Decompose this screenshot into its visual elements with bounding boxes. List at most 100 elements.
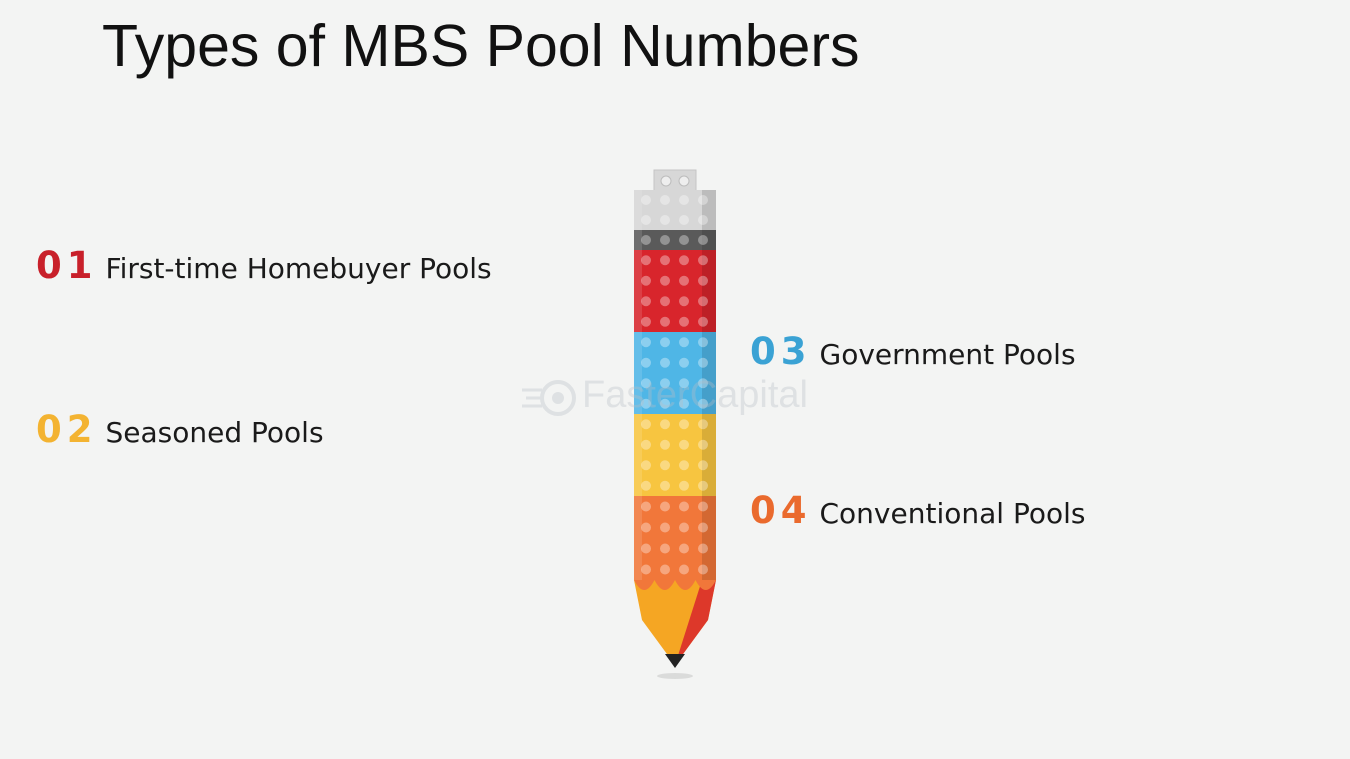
watermark: FasterCapital: [520, 370, 810, 430]
brick-stud: [679, 543, 689, 554]
brick-stud: [641, 480, 651, 491]
pencil-segment: [634, 496, 716, 580]
brick-stud: [679, 522, 689, 533]
pencil-segment: [634, 250, 716, 332]
item-label: Government Pools: [819, 338, 1076, 371]
brick-stud: [698, 398, 708, 409]
list-item-first-time-homebuyer: 01 First-time Homebuyer Pools: [36, 244, 492, 287]
brick-stud: [698, 215, 708, 225]
segment-shade: [702, 332, 716, 414]
item-number: 04: [750, 489, 812, 532]
brick-stud: [641, 275, 651, 286]
pencil-shadow: [657, 673, 693, 679]
segment-highlight: [634, 250, 642, 332]
brick-stud: [679, 195, 689, 205]
brick-stud: [641, 337, 651, 348]
brick-stud: [679, 337, 689, 348]
brick-stud: [641, 543, 651, 554]
brick-stud: [660, 501, 670, 512]
item-label: Conventional Pools: [819, 497, 1086, 530]
brick-stud: [679, 255, 689, 266]
brick-stud: [641, 235, 651, 245]
pencil-tip-scallop: [675, 580, 696, 590]
brick-stud: [679, 378, 689, 389]
brick-stud: [679, 564, 689, 575]
brick-stud: [641, 522, 651, 533]
brick-stud: [641, 195, 651, 205]
brick-stud: [660, 522, 670, 533]
brick-stud: [660, 275, 670, 286]
brick-stud: [660, 439, 670, 450]
item-label: First-time Homebuyer Pools: [105, 252, 492, 285]
item-number: 03: [750, 330, 812, 373]
brick-stud: [679, 398, 689, 409]
segment-highlight: [634, 190, 642, 230]
brick-stud: [660, 460, 670, 471]
item-label: Seasoned Pools: [105, 416, 324, 449]
brick-stud: [641, 378, 651, 389]
brick-stud: [698, 501, 708, 512]
brick-stud: [698, 564, 708, 575]
brick-stud: [641, 215, 651, 225]
brick-stud: [660, 337, 670, 348]
brick-stud: [660, 480, 670, 491]
brick-stud: [698, 296, 708, 307]
brick-stud: [660, 357, 670, 368]
segment-shade: [702, 250, 716, 332]
brick-stud: [641, 296, 651, 307]
brick-stud: [698, 337, 708, 348]
brick-stud: [679, 480, 689, 491]
brick-stud: [679, 460, 689, 471]
pencil-body: [634, 169, 716, 580]
brick-stud: [698, 195, 708, 205]
brick-stud: [698, 255, 708, 266]
segment-highlight: [634, 332, 642, 414]
brick-stud: [679, 215, 689, 225]
brick-stud: [660, 398, 670, 409]
brick-stud: [660, 419, 670, 430]
brick-stud: [698, 235, 708, 245]
brick-stud: [660, 543, 670, 554]
brick-stud: [660, 195, 670, 205]
brick-stud: [641, 564, 651, 575]
brick-stud: [641, 419, 651, 430]
segment-shade: [702, 230, 716, 250]
brick-stud: [679, 439, 689, 450]
page-title: Types of MBS Pool Numbers: [102, 13, 860, 79]
brick-stud: [679, 316, 689, 327]
brick-stud: [698, 357, 708, 368]
brick-stud: [660, 564, 670, 575]
brick-stud: [698, 480, 708, 491]
brick-stud: [679, 501, 689, 512]
brick-stud: [660, 316, 670, 327]
brick-stud: [641, 316, 651, 327]
segment-highlight: [634, 414, 642, 496]
segment-highlight: [634, 496, 642, 580]
pencil-lead: [665, 654, 685, 668]
brick-stud: [660, 215, 670, 225]
list-item-seasoned: 02 Seasoned Pools: [36, 408, 324, 451]
brick-stud: [641, 255, 651, 266]
brick-stud: [679, 357, 689, 368]
segment-shade: [702, 190, 716, 230]
brick-stud: [660, 235, 670, 245]
pencil-segment: [634, 332, 716, 414]
lego-pencil-illustration: [634, 169, 716, 679]
brick-stud: [660, 255, 670, 266]
brick-stud: [678, 175, 690, 187]
watermark-text: FasterCapital: [582, 374, 808, 416]
brick-stud: [641, 501, 651, 512]
pencil-tip-scallop: [634, 580, 655, 590]
brick-stud: [660, 175, 672, 187]
brick-stud: [698, 439, 708, 450]
brick-stud: [679, 296, 689, 307]
segment-shade: [702, 414, 716, 496]
gear-icon: [522, 380, 576, 416]
pencil-tip-scallop: [695, 580, 716, 590]
pencil-segment: [634, 190, 716, 230]
segment-highlight: [634, 230, 642, 250]
segment-shade: [702, 496, 716, 580]
brick-stud: [679, 275, 689, 286]
pencil-segment: [634, 414, 716, 496]
list-item-government: 03 Government Pools: [750, 330, 1076, 373]
